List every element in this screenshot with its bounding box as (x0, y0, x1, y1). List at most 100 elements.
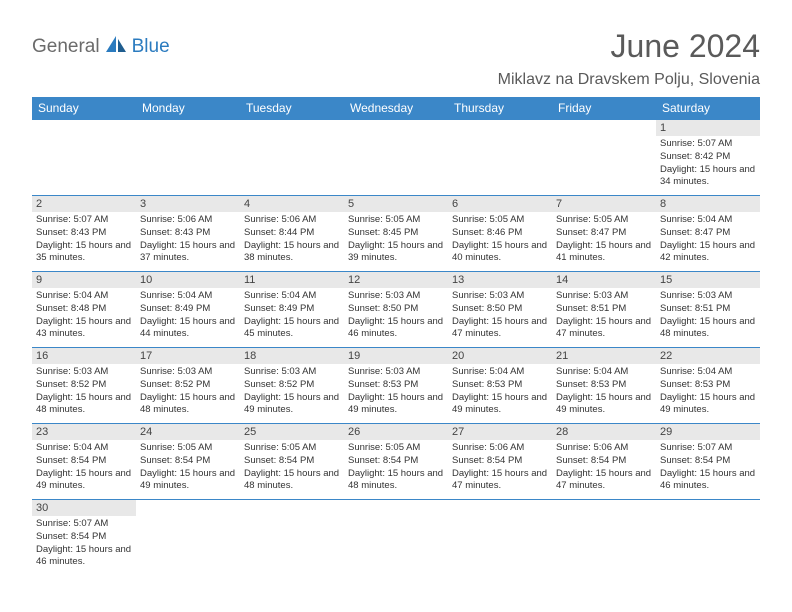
day-details: Sunrise: 5:04 AMSunset: 8:49 PMDaylight:… (136, 288, 240, 343)
day-details: Sunrise: 5:04 AMSunset: 8:53 PMDaylight:… (448, 364, 552, 419)
calendar-cell: 12Sunrise: 5:03 AMSunset: 8:50 PMDayligh… (344, 272, 448, 348)
calendar-row: 16Sunrise: 5:03 AMSunset: 8:52 PMDayligh… (32, 348, 760, 424)
day-number: 13 (448, 272, 552, 288)
calendar-cell (240, 120, 344, 196)
day-number: 6 (448, 196, 552, 212)
day-details: Sunrise: 5:06 AMSunset: 8:54 PMDaylight:… (552, 440, 656, 495)
day-number: 19 (344, 348, 448, 364)
day-details: Sunrise: 5:04 AMSunset: 8:48 PMDaylight:… (32, 288, 136, 343)
calendar-cell: 23Sunrise: 5:04 AMSunset: 8:54 PMDayligh… (32, 424, 136, 500)
calendar-cell (656, 500, 760, 576)
day-details: Sunrise: 5:03 AMSunset: 8:51 PMDaylight:… (552, 288, 656, 343)
day-number: 30 (32, 500, 136, 516)
calendar-cell: 25Sunrise: 5:05 AMSunset: 8:54 PMDayligh… (240, 424, 344, 500)
weekday-header: Saturday (656, 97, 760, 120)
calendar-row: 1Sunrise: 5:07 AMSunset: 8:42 PMDaylight… (32, 120, 760, 196)
day-number: 12 (344, 272, 448, 288)
day-number: 8 (656, 196, 760, 212)
calendar-cell (32, 120, 136, 196)
day-details: Sunrise: 5:03 AMSunset: 8:50 PMDaylight:… (448, 288, 552, 343)
day-number: 2 (32, 196, 136, 212)
calendar-cell (448, 500, 552, 576)
day-number: 29 (656, 424, 760, 440)
sail-icon (104, 34, 130, 59)
day-details: Sunrise: 5:06 AMSunset: 8:54 PMDaylight:… (448, 440, 552, 495)
day-number: 26 (344, 424, 448, 440)
calendar-row: 30Sunrise: 5:07 AMSunset: 8:54 PMDayligh… (32, 500, 760, 576)
calendar-cell: 11Sunrise: 5:04 AMSunset: 8:49 PMDayligh… (240, 272, 344, 348)
calendar-cell (136, 500, 240, 576)
calendar-row: 23Sunrise: 5:04 AMSunset: 8:54 PMDayligh… (32, 424, 760, 500)
weekday-header-row: Sunday Monday Tuesday Wednesday Thursday… (32, 97, 760, 120)
day-details: Sunrise: 5:04 AMSunset: 8:54 PMDaylight:… (32, 440, 136, 495)
day-number: 9 (32, 272, 136, 288)
calendar-cell: 7Sunrise: 5:05 AMSunset: 8:47 PMDaylight… (552, 196, 656, 272)
weekday-header: Monday (136, 97, 240, 120)
weekday-header: Sunday (32, 97, 136, 120)
calendar-cell: 14Sunrise: 5:03 AMSunset: 8:51 PMDayligh… (552, 272, 656, 348)
calendar-cell: 26Sunrise: 5:05 AMSunset: 8:54 PMDayligh… (344, 424, 448, 500)
calendar-cell (136, 120, 240, 196)
day-details: Sunrise: 5:05 AMSunset: 8:46 PMDaylight:… (448, 212, 552, 267)
calendar-cell (344, 500, 448, 576)
calendar-cell: 17Sunrise: 5:03 AMSunset: 8:52 PMDayligh… (136, 348, 240, 424)
day-details: Sunrise: 5:05 AMSunset: 8:54 PMDaylight:… (136, 440, 240, 495)
calendar-cell: 4Sunrise: 5:06 AMSunset: 8:44 PMDaylight… (240, 196, 344, 272)
day-details: Sunrise: 5:03 AMSunset: 8:51 PMDaylight:… (656, 288, 760, 343)
day-number: 7 (552, 196, 656, 212)
weekday-header: Thursday (448, 97, 552, 120)
calendar-cell: 13Sunrise: 5:03 AMSunset: 8:50 PMDayligh… (448, 272, 552, 348)
day-details: Sunrise: 5:03 AMSunset: 8:52 PMDaylight:… (136, 364, 240, 419)
calendar-cell: 5Sunrise: 5:05 AMSunset: 8:45 PMDaylight… (344, 196, 448, 272)
calendar-cell: 22Sunrise: 5:04 AMSunset: 8:53 PMDayligh… (656, 348, 760, 424)
month-title: June 2024 (498, 28, 760, 65)
day-number: 1 (656, 120, 760, 136)
calendar-cell: 27Sunrise: 5:06 AMSunset: 8:54 PMDayligh… (448, 424, 552, 500)
day-details: Sunrise: 5:03 AMSunset: 8:52 PMDaylight:… (240, 364, 344, 419)
day-number: 21 (552, 348, 656, 364)
day-details: Sunrise: 5:04 AMSunset: 8:53 PMDaylight:… (656, 364, 760, 419)
day-number: 28 (552, 424, 656, 440)
day-number: 5 (344, 196, 448, 212)
weekday-header: Tuesday (240, 97, 344, 120)
calendar-cell (240, 500, 344, 576)
day-details: Sunrise: 5:04 AMSunset: 8:49 PMDaylight:… (240, 288, 344, 343)
day-number: 18 (240, 348, 344, 364)
day-number: 3 (136, 196, 240, 212)
day-details: Sunrise: 5:05 AMSunset: 8:47 PMDaylight:… (552, 212, 656, 267)
day-number: 25 (240, 424, 344, 440)
day-details: Sunrise: 5:03 AMSunset: 8:53 PMDaylight:… (344, 364, 448, 419)
calendar-cell: 20Sunrise: 5:04 AMSunset: 8:53 PMDayligh… (448, 348, 552, 424)
calendar-cell: 18Sunrise: 5:03 AMSunset: 8:52 PMDayligh… (240, 348, 344, 424)
calendar-cell (448, 120, 552, 196)
day-number: 17 (136, 348, 240, 364)
day-details: Sunrise: 5:04 AMSunset: 8:47 PMDaylight:… (656, 212, 760, 267)
day-number: 23 (32, 424, 136, 440)
day-number: 11 (240, 272, 344, 288)
weekday-header: Friday (552, 97, 656, 120)
day-details: Sunrise: 5:07 AMSunset: 8:54 PMDaylight:… (656, 440, 760, 495)
calendar-cell: 24Sunrise: 5:05 AMSunset: 8:54 PMDayligh… (136, 424, 240, 500)
calendar-cell: 15Sunrise: 5:03 AMSunset: 8:51 PMDayligh… (656, 272, 760, 348)
day-number: 24 (136, 424, 240, 440)
header: General Blue June 2024 Miklavz na Dravsk… (32, 28, 760, 89)
location: Miklavz na Dravskem Polju, Slovenia (498, 71, 760, 89)
calendar-cell: 9Sunrise: 5:04 AMSunset: 8:48 PMDaylight… (32, 272, 136, 348)
day-number: 22 (656, 348, 760, 364)
calendar-cell: 2Sunrise: 5:07 AMSunset: 8:43 PMDaylight… (32, 196, 136, 272)
weekday-header: Wednesday (344, 97, 448, 120)
calendar-cell: 16Sunrise: 5:03 AMSunset: 8:52 PMDayligh… (32, 348, 136, 424)
calendar-cell: 3Sunrise: 5:06 AMSunset: 8:43 PMDaylight… (136, 196, 240, 272)
day-number: 27 (448, 424, 552, 440)
calendar-cell: 6Sunrise: 5:05 AMSunset: 8:46 PMDaylight… (448, 196, 552, 272)
day-number: 10 (136, 272, 240, 288)
calendar-cell: 28Sunrise: 5:06 AMSunset: 8:54 PMDayligh… (552, 424, 656, 500)
calendar-cell: 29Sunrise: 5:07 AMSunset: 8:54 PMDayligh… (656, 424, 760, 500)
day-details: Sunrise: 5:04 AMSunset: 8:53 PMDaylight:… (552, 364, 656, 419)
day-details: Sunrise: 5:07 AMSunset: 8:43 PMDaylight:… (32, 212, 136, 267)
day-number: 14 (552, 272, 656, 288)
title-block: June 2024 Miklavz na Dravskem Polju, Slo… (498, 28, 760, 89)
day-details: Sunrise: 5:05 AMSunset: 8:54 PMDaylight:… (344, 440, 448, 495)
calendar-cell (344, 120, 448, 196)
calendar-cell: 8Sunrise: 5:04 AMSunset: 8:47 PMDaylight… (656, 196, 760, 272)
